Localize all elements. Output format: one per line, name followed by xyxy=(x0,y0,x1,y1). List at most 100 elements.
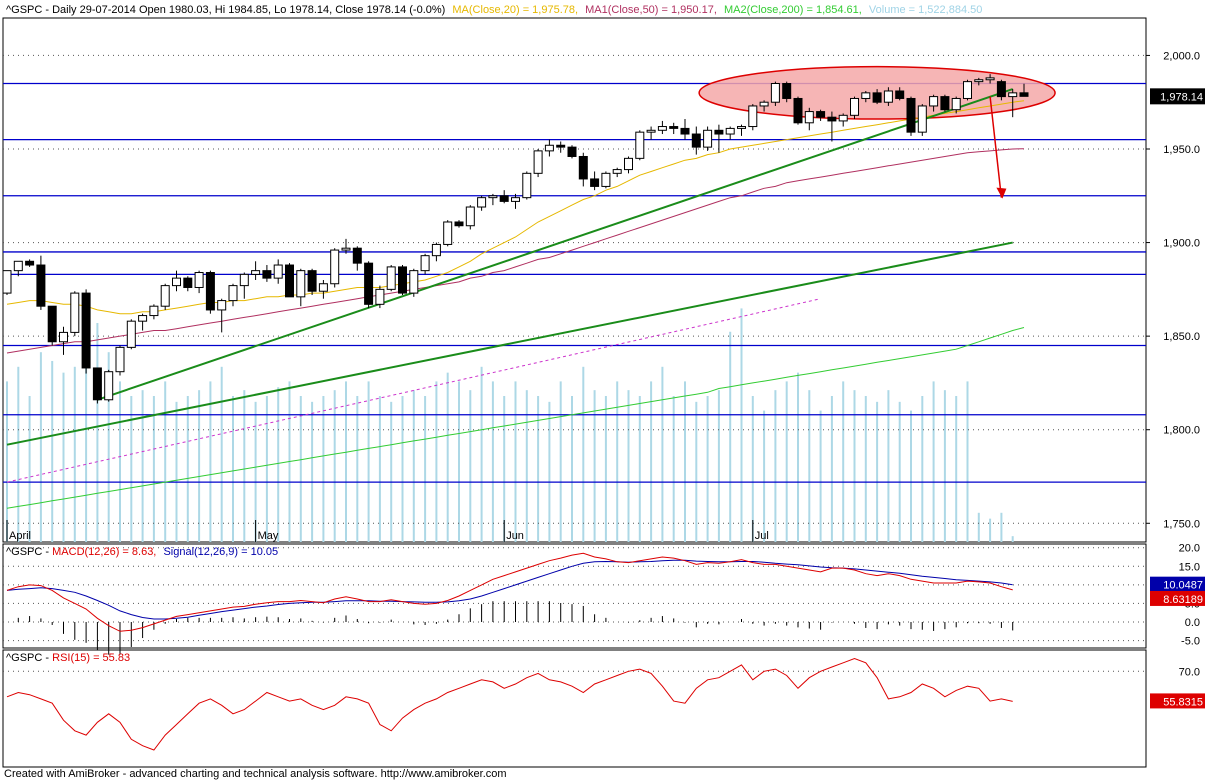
candle-up xyxy=(13,260,23,272)
y-tick-label: 1,950.0 xyxy=(1163,144,1200,156)
volume-bar xyxy=(378,396,381,542)
rsi-pane-frame xyxy=(2,649,1147,768)
candle-down xyxy=(205,272,215,311)
candle-up xyxy=(172,277,181,287)
volume-bar xyxy=(311,401,314,542)
volume-bar xyxy=(966,381,969,542)
volume-bar xyxy=(17,366,20,542)
candle-up xyxy=(612,169,622,174)
candle-up xyxy=(443,221,453,245)
trendline xyxy=(97,88,1014,401)
macd-tag-bg xyxy=(1150,590,1205,606)
candle-up xyxy=(804,111,814,124)
macd-tag: 8.63189 xyxy=(1163,594,1203,606)
signal-tag-bg xyxy=(1150,576,1205,592)
candle-up xyxy=(748,105,758,128)
volume-bar xyxy=(390,401,393,542)
candle-up xyxy=(544,144,554,152)
volume-bar xyxy=(943,390,946,542)
candle-up xyxy=(883,90,893,103)
volume-bar xyxy=(717,390,720,542)
volume-bar xyxy=(96,323,99,542)
candle-down xyxy=(307,270,317,292)
candle-up xyxy=(522,172,532,199)
candle-down xyxy=(906,97,916,133)
macd-pane-frame xyxy=(2,543,1147,649)
candle-down xyxy=(680,127,690,135)
candle-up xyxy=(228,285,238,302)
candle-down xyxy=(183,277,193,288)
volume-bar xyxy=(119,381,121,542)
candle-up xyxy=(861,92,871,99)
credit-text: Created with AmiBroker - advanced charti… xyxy=(4,768,507,780)
macd-tick-label: 20.0 xyxy=(1179,543,1200,555)
y-tick-label: 1,750.0 xyxy=(1163,518,1200,530)
volume-bar xyxy=(503,396,506,542)
x-axis-labels: April May Jun Jul xyxy=(6,520,769,542)
moving-averages xyxy=(6,100,1025,509)
volume-bar xyxy=(28,396,31,542)
volume-bar xyxy=(491,381,494,542)
volume-bar xyxy=(514,381,517,542)
volume-bar xyxy=(39,352,42,542)
volume-bar xyxy=(774,390,777,542)
volume-bar xyxy=(367,381,370,542)
volume-bar xyxy=(435,381,438,542)
volume-bar xyxy=(73,366,76,542)
volume-bar xyxy=(85,337,88,542)
candle-down xyxy=(36,264,46,307)
candle-up xyxy=(477,197,487,208)
candle-down xyxy=(364,262,374,305)
volume-bar xyxy=(141,390,144,542)
volume-bar xyxy=(243,390,246,542)
candle-up xyxy=(770,83,780,103)
volume-bar xyxy=(277,387,280,542)
arrow-shaft xyxy=(989,96,1003,198)
candle-up xyxy=(126,320,136,348)
volume-bar xyxy=(209,381,212,542)
candle-down xyxy=(1019,92,1029,97)
volume-bar xyxy=(763,410,766,542)
volume-bar xyxy=(130,396,133,542)
signal-tag: 10.0487 xyxy=(1163,580,1203,592)
candle-up xyxy=(318,283,328,292)
volume-bar xyxy=(186,396,189,542)
candle-up xyxy=(409,270,419,294)
candle-up xyxy=(160,285,170,307)
x-tick-label: Jul xyxy=(755,530,769,542)
candle-down xyxy=(872,92,882,103)
candle-down xyxy=(92,367,102,401)
rsi-header: ^GSPC - RSI(15) = 55.83 xyxy=(6,652,130,664)
volume-bar xyxy=(571,396,573,542)
candle-up xyxy=(601,172,611,187)
volume-bar xyxy=(458,381,460,542)
volume-bar xyxy=(672,396,675,542)
volume-bar xyxy=(830,396,833,542)
candle-up xyxy=(59,331,68,343)
volume-bar xyxy=(921,396,924,542)
candle-down xyxy=(285,264,294,298)
value-tags: 1,978.14 10.0487 8.63189 55.8315 xyxy=(1150,88,1205,709)
candle-up xyxy=(239,273,249,287)
volume-bar xyxy=(729,331,732,542)
volume-bar xyxy=(638,396,641,542)
candle-up xyxy=(635,131,645,159)
trendlines xyxy=(6,88,1014,483)
candle-up xyxy=(985,77,995,81)
candle-up xyxy=(624,157,633,171)
candle-up xyxy=(646,129,656,133)
rsi-tick-label: 70.0 xyxy=(1179,666,1200,678)
candle-down xyxy=(793,97,803,124)
candle-up xyxy=(149,305,159,317)
volume-bar xyxy=(797,372,799,542)
macd-tick-label: -5.0 xyxy=(1181,636,1200,648)
volume-bar xyxy=(480,366,483,542)
candle-up xyxy=(115,346,125,373)
volume-bar xyxy=(198,390,201,542)
volume-bar xyxy=(819,410,822,542)
candle-up xyxy=(725,127,735,135)
candle-up xyxy=(70,292,80,333)
volume-bar xyxy=(627,390,630,542)
volume-bar xyxy=(469,390,472,542)
